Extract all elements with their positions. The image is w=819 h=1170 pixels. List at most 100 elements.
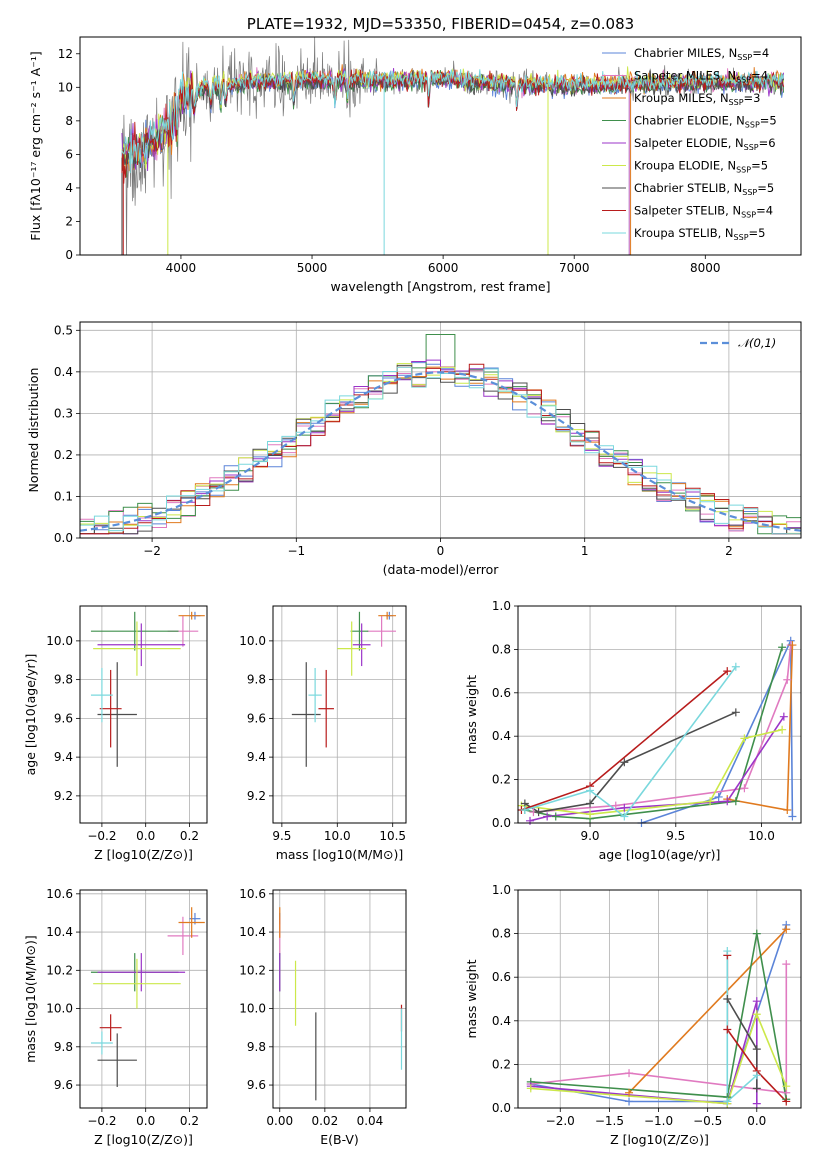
legend-label-chabrier-elodie: Chabrier ELODIE, NSSP=5 bbox=[634, 114, 777, 130]
axes-frame bbox=[517, 889, 802, 1109]
y-tick-label: 6 bbox=[65, 147, 73, 161]
marker-salpeter-elodie bbox=[723, 797, 732, 806]
y-axis-label: Normed distribution bbox=[26, 368, 41, 493]
x-tick-label: 4000 bbox=[166, 261, 197, 275]
weight-line-chabrier-miles bbox=[641, 640, 794, 823]
y-tick-label: 0.0 bbox=[492, 1101, 511, 1115]
legend-label-chabrier-miles: Chabrier MILES, NSSP=4 bbox=[634, 46, 769, 62]
marker-chabrier-miles bbox=[788, 812, 797, 821]
y-tick-label: 9.6 bbox=[54, 711, 73, 725]
axes-frame bbox=[79, 889, 208, 1109]
marker-salpeter-stelib bbox=[782, 1097, 791, 1106]
plot-area bbox=[273, 606, 406, 823]
plot-age_vs_Z: −0.2 0.0 0.2 9.2 9.4 9.6 9.8 10.0 Z [log10(Z/Z⊙)… bbox=[23, 605, 208, 862]
plot-area bbox=[121, 37, 785, 255]
histogram-kroupa-stelib bbox=[80, 366, 801, 538]
plot-area bbox=[273, 890, 406, 1108]
marker-kroupa-stelib bbox=[520, 805, 529, 814]
x-axis-label: Z [log10(Z/Z⊙)] bbox=[94, 847, 193, 862]
marker-kroupa-miles bbox=[783, 805, 792, 814]
x-tick-label: −0.5 bbox=[693, 1114, 722, 1128]
chart-title: PLATE=1932, MJD=53350, FIBERID=0454, z=0… bbox=[247, 15, 634, 33]
marker-kroupa-stelib bbox=[723, 1097, 732, 1106]
x-tick-label: 7000 bbox=[559, 261, 590, 275]
y-tick-label: 0.2 bbox=[492, 1057, 511, 1071]
y-axis-label: age [log10(age/yr)] bbox=[23, 654, 38, 776]
weight-line-salpeter-miles bbox=[530, 964, 788, 1094]
marker-chabrier-stelib bbox=[723, 995, 732, 1003]
marker-kroupa-miles bbox=[625, 1088, 634, 1097]
marker-kroupa-elodie bbox=[778, 725, 787, 734]
plot-area bbox=[518, 606, 801, 823]
plot-age_vs_mass: 9.5 10.0 10.5 9.2 9.4 9.6 9.8 10.0 mass [log10(M… bbox=[239, 605, 407, 862]
x-axis-label: age [log10(age/yr)] bbox=[599, 847, 721, 862]
marker-kroupa-stelib bbox=[731, 662, 740, 671]
marker-salpeter-elodie bbox=[752, 1099, 761, 1108]
y-tick-label: 0.4 bbox=[492, 729, 511, 743]
marker-salpeter-elodie bbox=[543, 812, 552, 821]
x-tick-label: 0.02 bbox=[311, 1114, 338, 1128]
x-tick-label: 0 bbox=[437, 544, 445, 558]
marker-salpeter-miles bbox=[740, 784, 749, 793]
normal-curve bbox=[80, 371, 801, 532]
y-tick-label: 9.4 bbox=[247, 750, 266, 764]
y-tick-label: 9.8 bbox=[247, 673, 266, 687]
y-tick-label: 9.6 bbox=[247, 1078, 266, 1092]
legend-label-salpeter-elodie: Salpeter ELODIE, NSSP=6 bbox=[634, 136, 776, 152]
y-tick-label: 0.6 bbox=[492, 686, 511, 700]
plot-weight_vs_age: 9.0 9.5 10.0 0.0 0.2 0.4 0.6 0.8 1.0 age [log10(a… bbox=[464, 599, 802, 862]
weight-line-salpeter-stelib bbox=[521, 670, 728, 811]
marker-salpeter-elodie bbox=[526, 816, 535, 825]
x-axis-label: mass [log10(M/M⊙)] bbox=[276, 847, 404, 862]
legend-label-kroupa-miles: Kroupa MILES, NSSP=3 bbox=[634, 91, 760, 107]
x-tick-label: 9.5 bbox=[272, 829, 291, 843]
y-tick-label: 10.0 bbox=[46, 1002, 73, 1016]
y-tick-label: 10.6 bbox=[46, 887, 73, 901]
y-tick-label: 9.8 bbox=[54, 1040, 73, 1054]
legend-label-salpeter-miles: Salpeter MILES, NSSP=4 bbox=[634, 69, 768, 85]
marker-kroupa-miles bbox=[788, 641, 797, 650]
legend-label-salpeter-stelib: Salpeter STELIB, NSSP=4 bbox=[634, 204, 773, 220]
y-tick-label: 0.5 bbox=[54, 323, 73, 337]
y-tick-label: 1.0 bbox=[492, 883, 511, 897]
y-axis-label: mass weight bbox=[464, 959, 479, 1038]
y-tick-label: 9.8 bbox=[54, 673, 73, 687]
marker-chabrier-stelib bbox=[752, 1045, 761, 1054]
marker-kroupa-elodie bbox=[586, 810, 595, 819]
marker-chabrier-elodie bbox=[731, 797, 740, 806]
marker-kroupa-elodie bbox=[752, 1010, 761, 1019]
x-axis-label: Z [log10(Z/Z⊙)] bbox=[94, 1132, 193, 1147]
y-tick-label: 0.2 bbox=[54, 448, 73, 462]
y-tick-label: 0 bbox=[65, 248, 73, 262]
y-tick-label: 10.0 bbox=[239, 634, 266, 648]
x-tick-label: 10.0 bbox=[748, 829, 775, 843]
marker-kroupa-stelib bbox=[752, 1071, 761, 1080]
y-tick-label: 10.0 bbox=[239, 1002, 266, 1016]
x-axis-label: (data-model)/error bbox=[383, 562, 500, 577]
legend-label-normal: 𝒩(0,1) bbox=[738, 336, 776, 350]
plot-spectrum: 4000 5000 6000 7000 8000 0 2 4 6 8 10 12 wavelength … bbox=[28, 15, 802, 294]
legend: 𝒩(0,1) bbox=[700, 336, 776, 350]
axes-frame bbox=[79, 321, 802, 539]
x-tick-label: 0.0 bbox=[136, 1114, 155, 1128]
x-tick-label: 8000 bbox=[690, 261, 721, 275]
y-tick-label: 9.2 bbox=[247, 789, 266, 803]
y-tick-label: 9.2 bbox=[54, 789, 73, 803]
weight-line-salpeter-elodie bbox=[530, 1000, 758, 1105]
x-axis-label: Z [log10(Z/Z⊙)] bbox=[610, 1132, 709, 1147]
axes-frame bbox=[272, 605, 407, 824]
legend-label-kroupa-elodie: Kroupa ELODIE, NSSP=5 bbox=[634, 159, 768, 175]
y-tick-label: 0.0 bbox=[54, 531, 73, 545]
marker-chabrier-elodie bbox=[551, 812, 560, 821]
x-axis-label: wavelength [Angstrom, rest frame] bbox=[330, 279, 550, 294]
marker-chabrier-miles bbox=[714, 792, 723, 801]
marker-kroupa-stelib bbox=[723, 947, 732, 956]
y-tick-label: 0.4 bbox=[492, 1014, 511, 1028]
x-tick-label: 0.0 bbox=[136, 829, 155, 843]
y-axis-label: mass [log10(M/M⊙)] bbox=[23, 935, 38, 1063]
marker-kroupa-stelib bbox=[586, 786, 595, 795]
marker-salpeter-miles bbox=[611, 801, 620, 810]
y-tick-label: 0.2 bbox=[492, 773, 511, 787]
y-tick-label: 10.6 bbox=[239, 887, 266, 901]
